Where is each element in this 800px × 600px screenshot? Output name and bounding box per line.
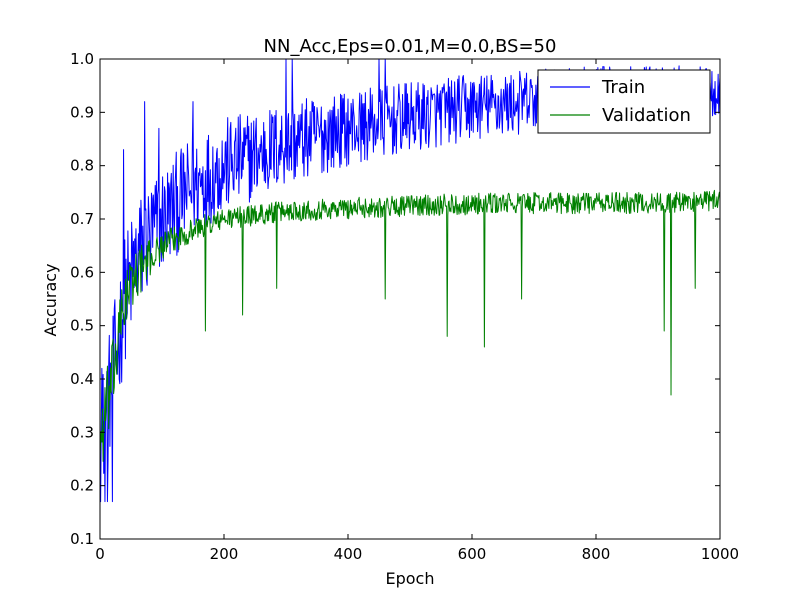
x-tick-label: 800 xyxy=(582,545,611,563)
y-tick-label: 0.7 xyxy=(70,210,94,228)
y-tick-label: 1.0 xyxy=(70,50,94,68)
y-tick-label: 0.3 xyxy=(70,423,94,441)
y-tick-label: 0.9 xyxy=(70,103,94,121)
legend: Train Validation xyxy=(537,69,711,134)
x-tick-label: 1000 xyxy=(701,545,739,563)
x-tick-label: 200 xyxy=(210,545,239,563)
y-tick-label: 0.6 xyxy=(70,263,94,281)
y-tick-label: 0.8 xyxy=(70,157,94,175)
y-tick-label: 0.2 xyxy=(70,477,94,495)
x-tick-label: 0 xyxy=(95,545,105,563)
legend-train-label: Train xyxy=(601,77,645,98)
plot-frame xyxy=(99,58,721,540)
axis-ticks: 0 200 400 600 800 1000 0.1 0.2 0.3 0.4 0.5 0.6 0.7 0.… xyxy=(70,50,739,563)
chart-title: NN_Acc,Eps=0.01,M=0.0,BS=50 xyxy=(264,36,557,57)
legend-box xyxy=(537,69,711,134)
y-tick-label: 0.5 xyxy=(70,317,94,335)
x-tick-label: 400 xyxy=(334,545,363,563)
y-axis-label: Accuracy xyxy=(41,263,60,336)
x-tick-label: 600 xyxy=(458,545,487,563)
series-line-validation xyxy=(99,189,721,462)
y-tick-label: 0.4 xyxy=(70,370,94,388)
x-axis-label: Epoch xyxy=(386,569,435,588)
legend-validation-label: Validation xyxy=(602,105,691,126)
y-tick-label: 0.1 xyxy=(70,530,94,548)
